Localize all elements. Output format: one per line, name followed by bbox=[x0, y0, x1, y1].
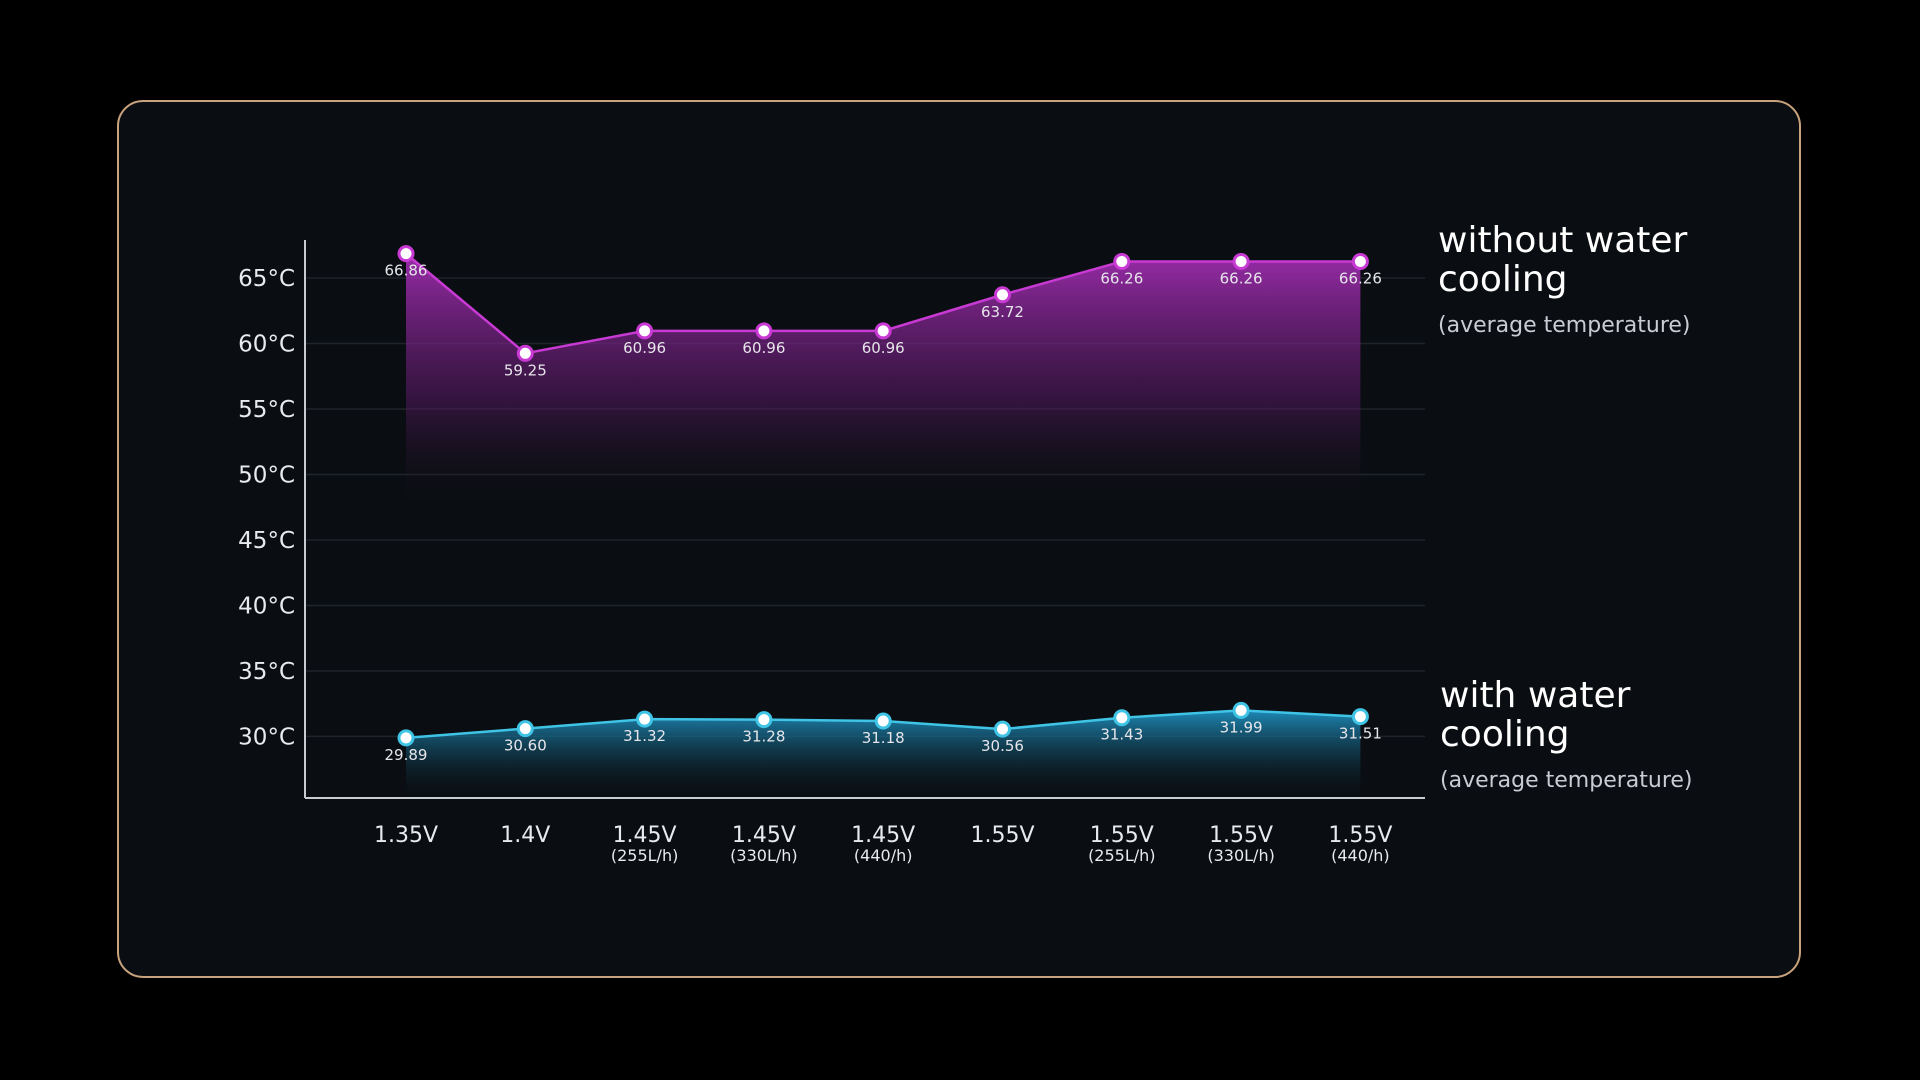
series-area-without-cooling bbox=[406, 253, 1361, 514]
data-label: 31.18 bbox=[862, 729, 905, 747]
data-label: 31.32 bbox=[623, 727, 666, 745]
data-point bbox=[994, 286, 1011, 304]
data-point bbox=[755, 711, 773, 729]
x-tick-label: 1.55V bbox=[1090, 823, 1154, 848]
data-label: 63.72 bbox=[981, 303, 1024, 321]
data-label: 31.51 bbox=[1339, 725, 1382, 743]
x-tick-label: 1.55V bbox=[970, 823, 1034, 848]
x-tick-sublabel: (330L/h) bbox=[730, 846, 797, 865]
x-tick-label: 1.45V bbox=[732, 823, 796, 848]
y-tick-label: 35°C bbox=[238, 659, 295, 685]
series-area-with-cooling bbox=[406, 710, 1361, 798]
x-tick-sublabel: (330L/h) bbox=[1207, 846, 1274, 865]
y-tick-label: 55°C bbox=[238, 397, 295, 423]
data-label: 31.99 bbox=[1220, 718, 1263, 736]
data-label: 31.28 bbox=[742, 728, 785, 746]
data-point bbox=[1232, 252, 1250, 270]
data-label: 66.26 bbox=[1220, 269, 1263, 287]
y-tick-label: 40°C bbox=[238, 593, 295, 619]
data-label: 29.89 bbox=[385, 746, 428, 764]
y-tick-label: 30°C bbox=[238, 724, 295, 750]
y-tick-label: 65°C bbox=[238, 266, 295, 292]
y-tick-label: 60°C bbox=[238, 331, 295, 357]
x-tick-label: 1.45V bbox=[851, 823, 915, 848]
x-tick-label: 1.55V bbox=[1209, 823, 1273, 848]
data-point bbox=[516, 720, 534, 738]
data-point bbox=[1351, 252, 1369, 270]
data-point bbox=[1232, 701, 1250, 719]
x-tick-sublabel: (255L/h) bbox=[611, 846, 678, 865]
legend-title-line1: without water bbox=[1438, 220, 1688, 261]
x-tick-label: 1.45V bbox=[613, 823, 677, 848]
legend-title-line1: with water bbox=[1440, 675, 1631, 716]
legend-title-line2: cooling bbox=[1440, 714, 1570, 755]
x-tick-label: 1.35V bbox=[374, 823, 438, 848]
data-point bbox=[516, 344, 534, 362]
data-point bbox=[1113, 252, 1131, 270]
x-axis-ticks: 1.35V 1.4V 1.45V(255L/h)1.45V(330L/h)1.45V… bbox=[374, 823, 1392, 865]
y-tick-label: 50°C bbox=[238, 462, 295, 488]
x-tick-label: 1.4V bbox=[500, 823, 550, 848]
legend-title-line2: cooling bbox=[1438, 259, 1568, 300]
data-label: 31.43 bbox=[1100, 726, 1143, 744]
data-label: 60.96 bbox=[742, 339, 785, 357]
chart-card bbox=[117, 100, 1801, 978]
data-label: 60.96 bbox=[862, 339, 905, 357]
data-point bbox=[874, 712, 892, 730]
data-label: 66.26 bbox=[1100, 269, 1143, 287]
data-label: 30.56 bbox=[981, 737, 1024, 755]
data-point bbox=[994, 720, 1011, 738]
data-label: 30.60 bbox=[504, 737, 547, 755]
axes bbox=[304, 240, 1425, 799]
legend-subtitle: (average temperature) bbox=[1440, 768, 1693, 793]
x-tick-sublabel: (255L/h) bbox=[1088, 846, 1155, 865]
data-point bbox=[636, 322, 654, 340]
data-point bbox=[1351, 708, 1369, 726]
data-label: 66.86 bbox=[385, 262, 428, 280]
data-point bbox=[755, 322, 773, 340]
legend-subtitle: (average temperature) bbox=[1438, 313, 1691, 338]
y-axis-ticks: 65°C 60°C 55°C 50°C 45°C 40°C 35°C 30°C bbox=[238, 266, 295, 750]
x-tick-sublabel: (440/h) bbox=[854, 846, 913, 865]
data-point bbox=[636, 710, 654, 728]
data-labels: 66.86 59.25 60.96 60.96 60.96 63.72 66.26 66.26… bbox=[385, 262, 1382, 764]
data-label: 60.96 bbox=[623, 339, 666, 357]
x-tick-sublabel: (440/h) bbox=[1331, 846, 1390, 865]
data-label: 66.26 bbox=[1339, 269, 1382, 287]
x-tick-label: 1.55V bbox=[1328, 823, 1392, 848]
data-points bbox=[397, 245, 1369, 747]
series-areas bbox=[406, 253, 1361, 798]
data-point bbox=[397, 245, 415, 263]
data-point bbox=[874, 322, 892, 340]
data-label: 59.25 bbox=[504, 361, 547, 379]
y-tick-label: 45°C bbox=[238, 528, 295, 554]
data-point bbox=[397, 729, 415, 747]
data-point bbox=[1113, 709, 1131, 727]
